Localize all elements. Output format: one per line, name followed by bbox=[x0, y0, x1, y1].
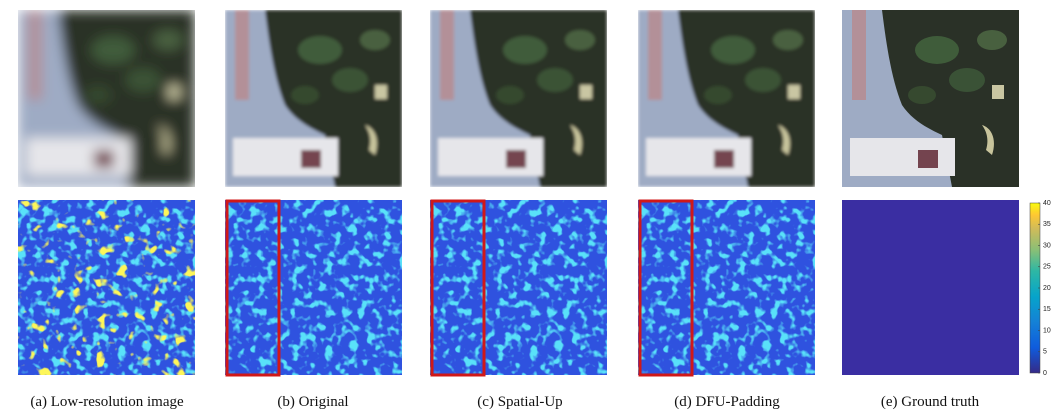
figure: 0 5 10 15 20 25 30 35 40 (a) Low-resolution imag… bbox=[0, 0, 1053, 413]
colorbar-tick-label: 10 bbox=[1043, 327, 1051, 334]
image-b bbox=[225, 10, 402, 187]
colorbar-tick-label: 0 bbox=[1043, 370, 1047, 377]
colorbar-tick-label: 25 bbox=[1043, 264, 1051, 271]
image-a bbox=[18, 10, 195, 187]
error-map-a bbox=[18, 200, 195, 375]
caption: (d) DFU-Padding bbox=[674, 394, 780, 410]
colorbar-tick-label: 30 bbox=[1043, 242, 1051, 249]
error-map-c bbox=[430, 200, 607, 375]
colorbar-tick-label: 40 bbox=[1043, 200, 1051, 207]
colorbar: 0 5 10 15 20 25 30 35 40 bbox=[1030, 200, 1051, 377]
caption: (c) Spatial-Up bbox=[477, 394, 562, 410]
captions: (a) Low-resolution image (b) Original (c… bbox=[30, 394, 979, 410]
image-d bbox=[638, 10, 815, 187]
colorbar-tick-label: 20 bbox=[1043, 285, 1051, 292]
caption: (a) Low-resolution image bbox=[30, 394, 184, 410]
error-map-e bbox=[842, 200, 1019, 375]
image-e bbox=[842, 10, 1019, 187]
image-c bbox=[430, 10, 607, 187]
caption: (b) Original bbox=[277, 394, 348, 410]
input-images bbox=[18, 10, 1019, 187]
error-map-d bbox=[638, 200, 815, 375]
colorbar-tick-label: 15 bbox=[1043, 306, 1051, 313]
caption: (e) Ground truth bbox=[881, 394, 980, 410]
colorbar-tick-label: 35 bbox=[1043, 221, 1051, 228]
error-maps bbox=[18, 200, 1019, 375]
error-map-b bbox=[225, 200, 402, 375]
colorbar-tick-label: 5 bbox=[1043, 349, 1047, 356]
